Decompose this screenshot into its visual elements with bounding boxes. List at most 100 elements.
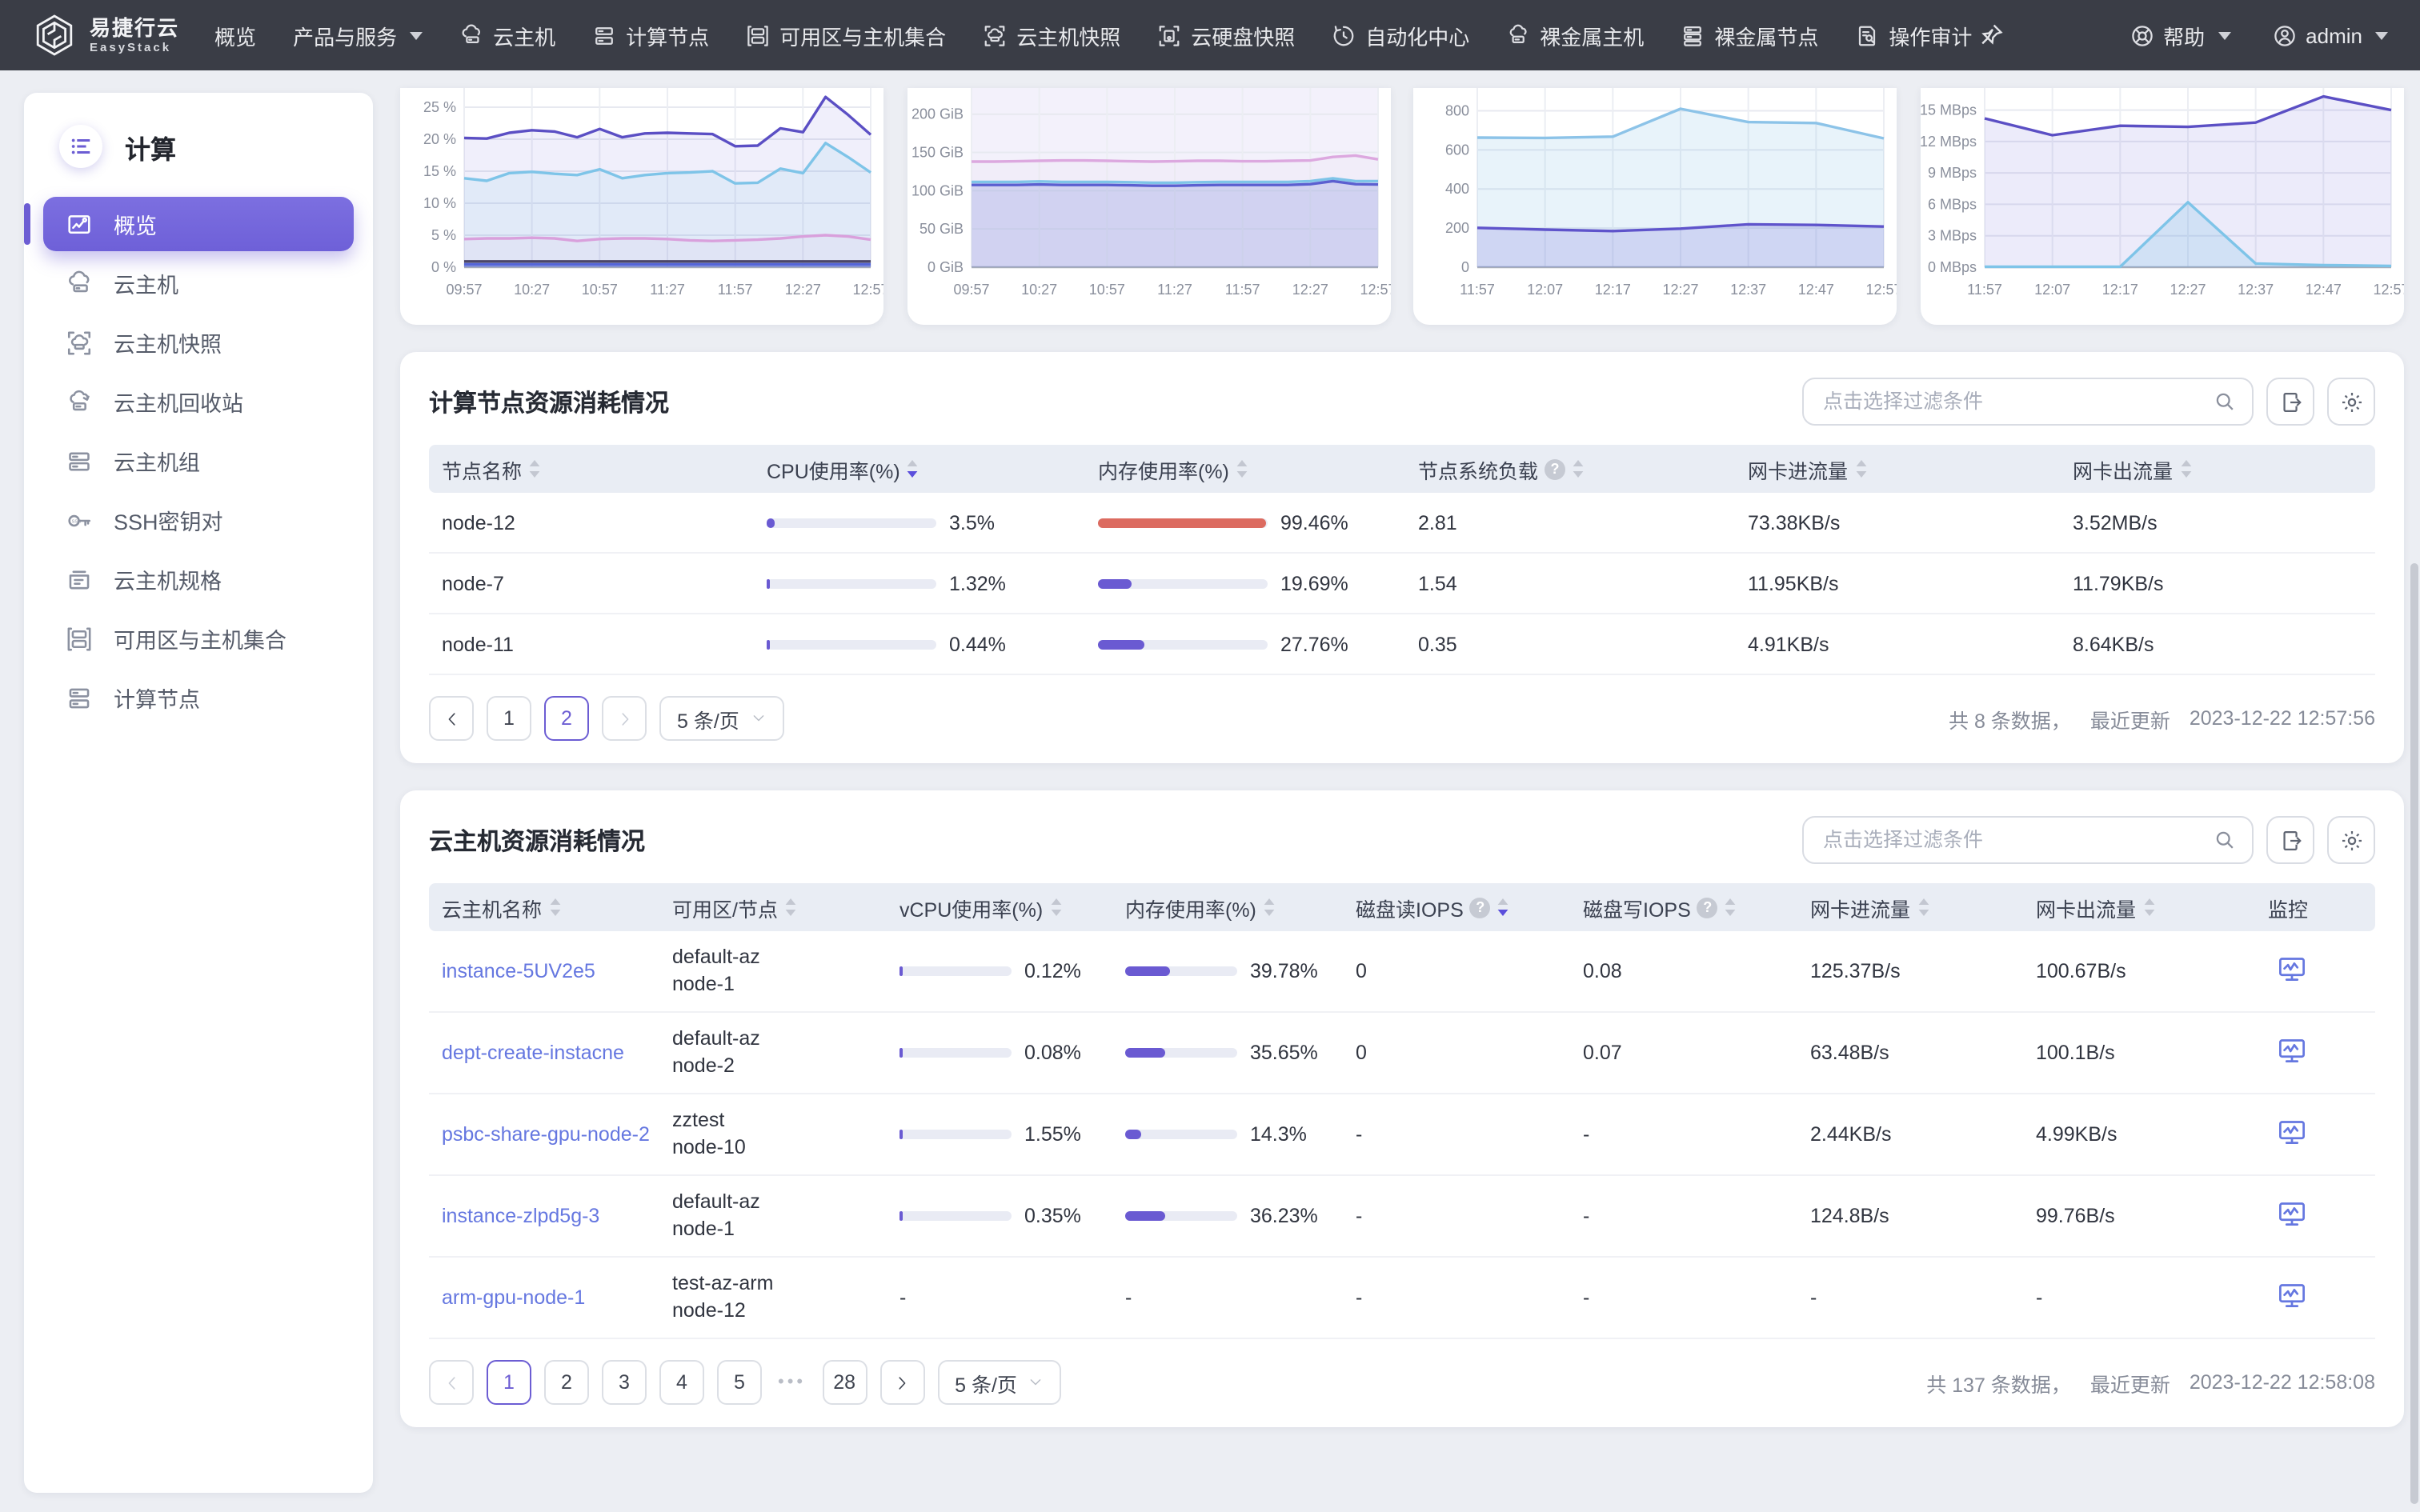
sidebar-item-3[interactable]: 云主机快照 <box>43 315 354 370</box>
nav-item-5[interactable]: 可用区与主机集合 <box>746 20 946 50</box>
page-size-select[interactable]: 5 条/页 <box>937 1360 1062 1405</box>
sidebar-item-5[interactable]: 云主机组 <box>43 434 354 488</box>
nav-item-10[interactable]: 裸金属节点 <box>1681 20 1818 50</box>
node-settings-button[interactable] <box>2327 378 2375 426</box>
page-button-2[interactable]: 2 <box>544 1360 589 1405</box>
vm-name-link[interactable]: dept-create-instacne <box>442 1042 624 1064</box>
vm-settings-button[interactable] <box>2327 816 2375 864</box>
help-menu[interactable]: 帮助 <box>2130 20 2231 50</box>
nav-item-2[interactable]: 产品与服务 <box>293 20 423 50</box>
column-header-load[interactable]: 节点系统负载? <box>1405 454 1735 484</box>
node-export-button[interactable] <box>2266 378 2314 426</box>
table-header-row: 节点名称 CPU使用率(%) 内存使用率(%) 节点系统负载? 网卡进流量 网卡出流量 <box>429 445 2375 493</box>
column-header-vcpu[interactable]: vCPU使用率(%) <box>887 892 1112 922</box>
sort-icon[interactable] <box>1263 898 1276 917</box>
column-header-name[interactable]: 节点名称 <box>429 454 754 484</box>
svg-text:800: 800 <box>1446 102 1470 118</box>
page-button-28[interactable]: 28 <box>822 1360 867 1405</box>
next-page-button[interactable] <box>879 1360 925 1405</box>
monitor-button[interactable] <box>2278 1036 2306 1065</box>
column-header-net_in[interactable]: 网卡进流量 <box>1797 892 2023 922</box>
nav-item-3[interactable]: 云主机 <box>459 20 555 50</box>
sidebar-item-6[interactable]: SSH SSH密钥对 <box>43 493 354 547</box>
nav-item-11[interactable]: 操作审计 <box>1855 20 1972 50</box>
vm-name-link[interactable]: instance-zlpd5g-3 <box>442 1205 600 1227</box>
sort-icon[interactable] <box>1725 898 1737 917</box>
column-header-write_iops[interactable]: 磁盘写IOPS? <box>1570 892 1797 922</box>
nav-item-6[interactable]: 云主机快照 <box>983 20 1120 50</box>
node-filter-input[interactable] <box>1820 389 2214 414</box>
sort-icon[interactable] <box>907 459 920 478</box>
search-icon[interactable] <box>2214 829 2236 851</box>
column-header-cpu[interactable]: CPU使用率(%) <box>754 454 1085 484</box>
page-button-4[interactable]: 4 <box>659 1360 704 1405</box>
column-header-name[interactable]: 云主机名称 <box>429 892 659 922</box>
page-button-5[interactable]: 5 <box>717 1360 762 1405</box>
sort-icon[interactable] <box>1049 898 1062 917</box>
sort-icon[interactable] <box>2142 898 2155 917</box>
column-header-net_out[interactable]: 网卡出流量 <box>2023 892 2255 922</box>
chevron-right-icon <box>621 712 628 725</box>
monitor-button[interactable] <box>2278 954 2306 983</box>
chevron-down-icon <box>2218 31 2231 39</box>
compute-category-icon[interactable] <box>59 125 102 168</box>
sort-icon[interactable] <box>1497 898 1510 917</box>
sort-icon[interactable] <box>784 898 797 917</box>
sort-icon[interactable] <box>1236 459 1248 478</box>
search-icon[interactable] <box>2214 390 2236 413</box>
sidebar-item-2[interactable]: 云主机 <box>43 256 354 310</box>
monitor-button[interactable] <box>2278 1199 2306 1228</box>
column-header-net_out[interactable]: 网卡出流量 <box>2060 454 2375 484</box>
nav-item-label: 操作审计 <box>1889 25 1973 49</box>
pin-icon[interactable] <box>1978 22 2004 48</box>
page-button-3[interactable]: 3 <box>602 1360 647 1405</box>
column-header-az[interactable]: 可用区/节点 <box>659 892 887 922</box>
monitor-button[interactable] <box>2278 1281 2306 1310</box>
vm-name-link[interactable]: psbc-share-gpu-node-2 <box>442 1123 650 1146</box>
column-header-net_in[interactable]: 网卡进流量 <box>1735 454 2060 484</box>
sidebar-item-1[interactable]: 概览 <box>24 197 354 251</box>
sort-icon[interactable] <box>1917 898 1929 917</box>
page-button-1[interactable]: 1 <box>487 1360 531 1405</box>
overview-icon <box>68 214 90 234</box>
nav-item-1[interactable]: 概览 <box>214 20 256 50</box>
sort-icon[interactable] <box>1854 459 1867 478</box>
vm-name-link[interactable]: arm-gpu-node-1 <box>442 1286 586 1309</box>
sidebar-item-8[interactable]: 可用区与主机集合 <box>43 611 354 666</box>
easystack-logo[interactable]: 易捷行云 EasyStack <box>32 13 179 58</box>
help-icon[interactable]: ? <box>1469 897 1491 918</box>
column-header-mem[interactable]: 内存使用率(%) <box>1085 454 1405 484</box>
help-icon[interactable]: ? <box>1545 458 1566 479</box>
help-label: 帮助 <box>2163 25 2206 49</box>
sidebar-item-4[interactable]: 云主机回收站 <box>43 374 354 429</box>
sort-icon[interactable] <box>2179 459 2192 478</box>
vm-filter-input[interactable] <box>1820 827 2214 853</box>
user-menu[interactable]: admin <box>2272 23 2388 47</box>
vm-export-button[interactable] <box>2266 816 2314 864</box>
sort-icon[interactable] <box>528 459 541 478</box>
nav-item-7[interactable]: 云硬盘快照 <box>1157 20 1295 50</box>
page-button-2[interactable]: 2 <box>544 696 589 741</box>
page-size-select[interactable]: 5 条/页 <box>659 696 784 741</box>
nav-item-9[interactable]: 裸金属主机 <box>1506 20 1644 50</box>
nav-item-4[interactable]: 计算节点 <box>592 20 709 50</box>
monitor-button[interactable] <box>2278 1118 2306 1146</box>
sidebar-item-9[interactable]: 计算节点 <box>43 670 354 725</box>
cloud-snapshot-icon <box>984 25 1005 46</box>
chevron-down-icon <box>753 715 764 722</box>
server-icon <box>595 26 613 44</box>
page-button-1[interactable]: 1 <box>487 696 531 741</box>
prev-page-button[interactable] <box>429 696 474 741</box>
nav-item-8[interactable]: 自动化中心 <box>1332 20 1469 50</box>
pagination-ellipsis[interactable]: ••• <box>778 1373 807 1392</box>
svg-text:12:07: 12:07 <box>1528 282 1564 298</box>
help-icon[interactable]: ? <box>1697 897 1718 918</box>
page-scrollbar[interactable] <box>2410 563 2418 1504</box>
vm-name-link[interactable]: instance-5UV2e5 <box>442 960 595 982</box>
sort-icon[interactable] <box>1572 459 1585 478</box>
svg-text:12:47: 12:47 <box>1798 282 1834 298</box>
sort-icon[interactable] <box>548 898 561 917</box>
column-header-read_iops[interactable]: 磁盘读IOPS? <box>1343 892 1570 922</box>
column-header-mem[interactable]: 内存使用率(%) <box>1112 892 1343 922</box>
sidebar-item-7[interactable]: 云主机规格 <box>43 552 354 606</box>
